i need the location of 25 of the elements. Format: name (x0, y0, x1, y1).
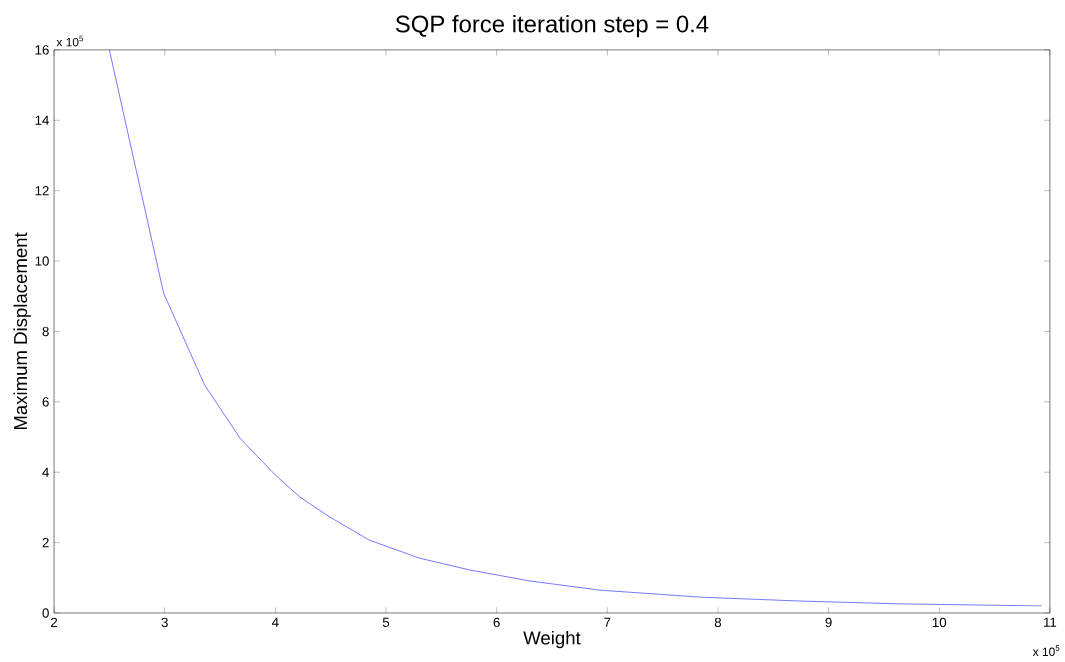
text: x 10$^{5}$ (56, 35, 84, 47)
x-tick-label: 8 (714, 617, 722, 628)
y-axis-title: Maximum Displacement (13, 232, 31, 430)
y-tick-label: 14 (35, 115, 49, 125)
chart-title: SQP force iteration step = 0.4 (395, 14, 709, 38)
y-tick-label: 0 (42, 608, 49, 618)
x-tick-label: 11 (1044, 617, 1057, 627)
x-axis-title: Weight (523, 630, 581, 649)
y-tick-label: 12 (35, 185, 49, 196)
y-tick-label: 6 (42, 397, 49, 407)
y-tick-label: 10 (35, 256, 49, 266)
y-tick-label: 4 (42, 467, 49, 477)
x-tick-label: 10 (932, 617, 947, 628)
y-tick-label: 8 (42, 326, 49, 337)
x-tick-label: 5 (382, 617, 390, 627)
y-tick-label: 16 (35, 45, 49, 55)
x-tick-label: 2 (51, 617, 58, 627)
text: x 10$^{5}$ (1032, 645, 1060, 656)
y-tick-label: 2 (42, 537, 49, 548)
x-tick-label: 3 (161, 617, 168, 628)
line-series (109, 49, 1043, 607)
x-tick-label: 9 (825, 617, 832, 628)
x-tick-label: 7 (604, 617, 611, 627)
x-tick-label: 4 (271, 617, 279, 627)
x-tick-label: 6 (493, 617, 500, 628)
